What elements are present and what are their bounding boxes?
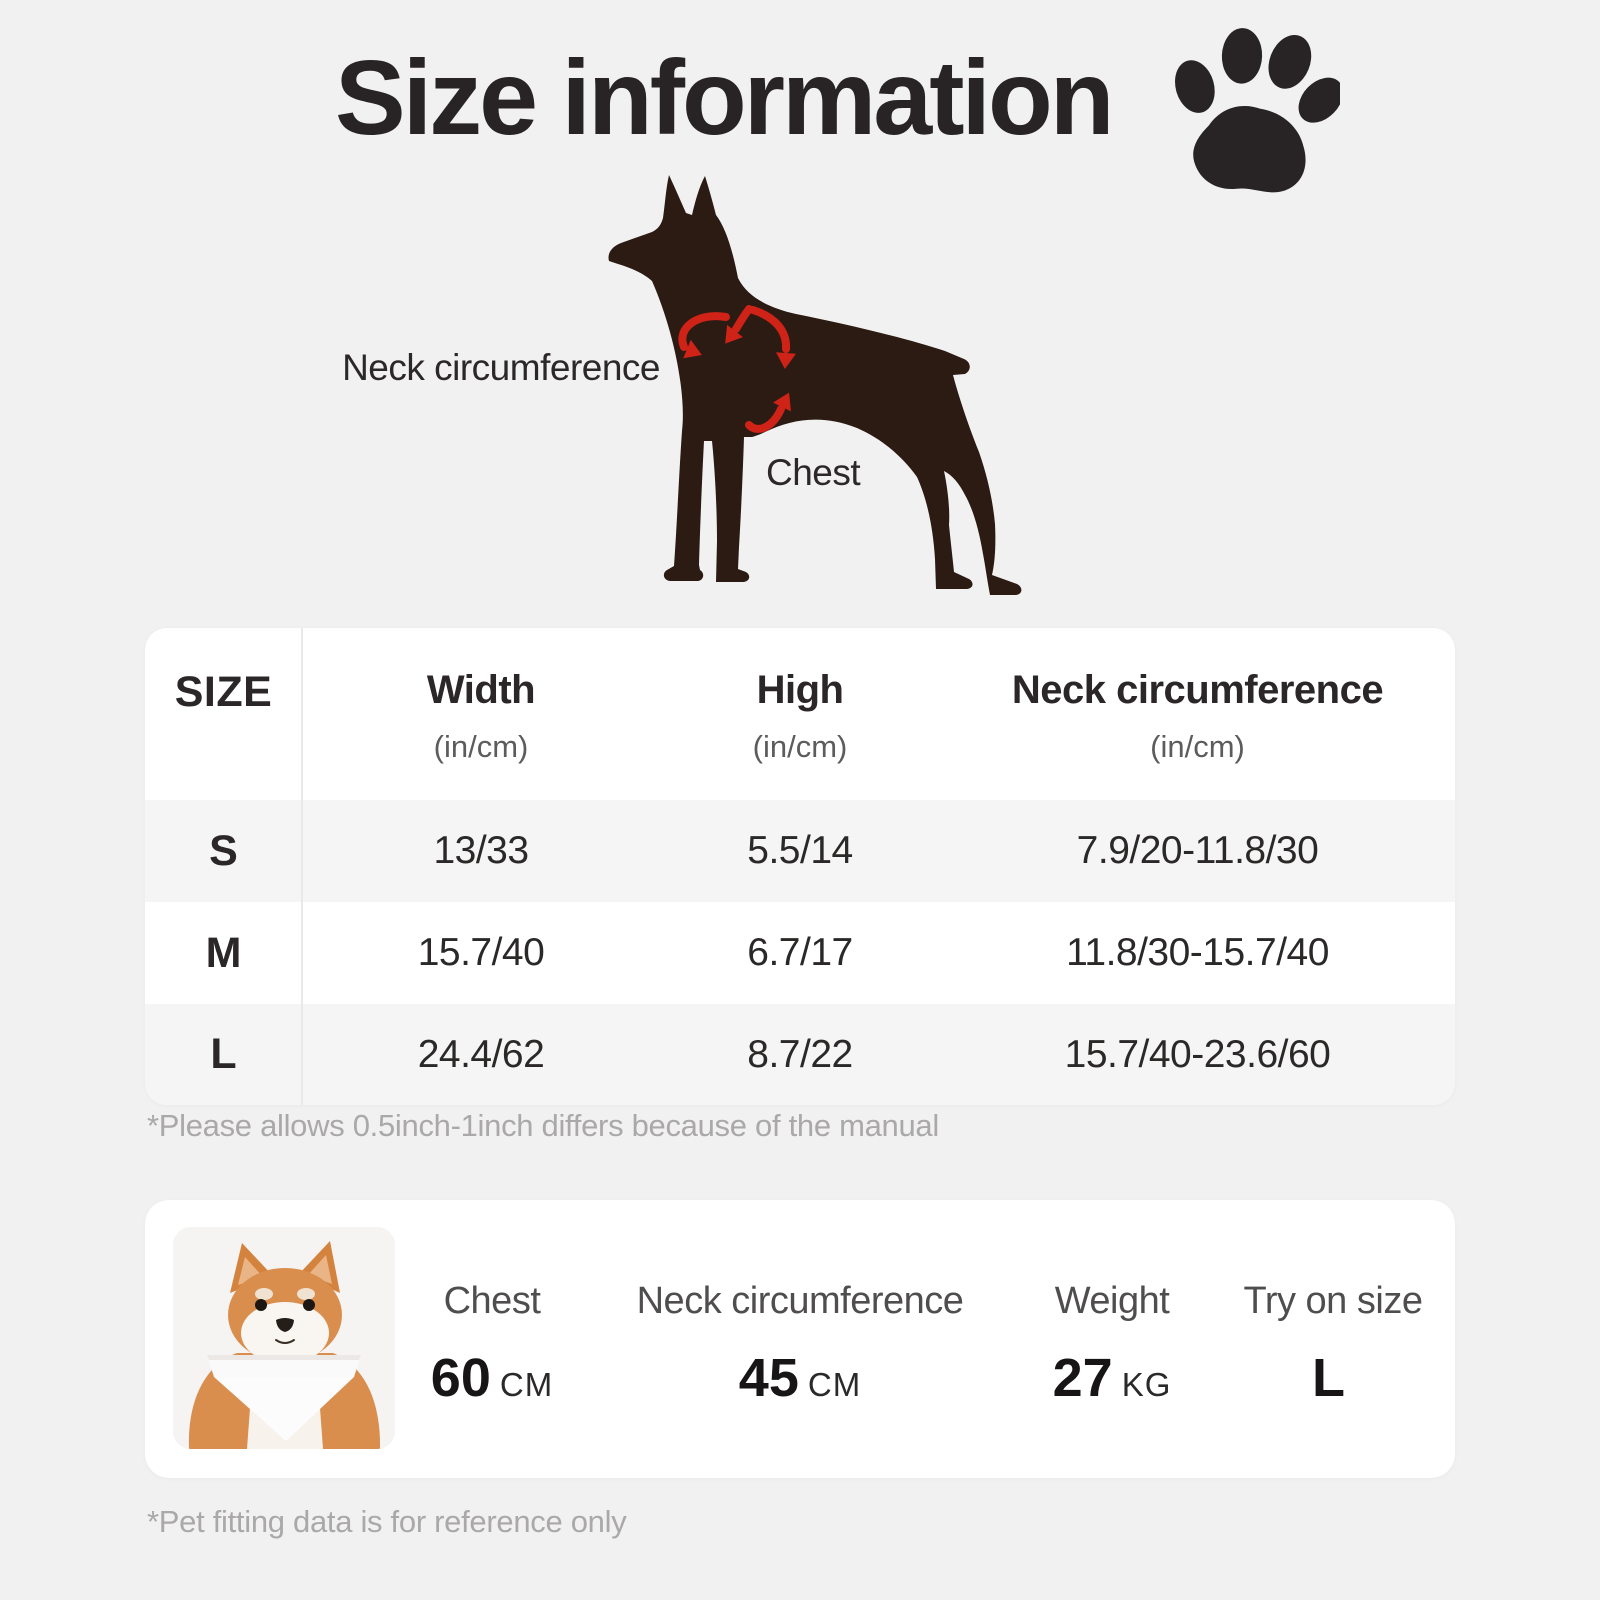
table-row-l: L 24.4/62 8.7/22 15.7/40-23.6/60: [145, 1004, 1455, 1105]
column-header-high: High (in/cm): [752, 668, 848, 764]
column-header-size: SIZE: [174, 668, 273, 716]
size-table: SIZE Width (in/cm) High (in/cm) Neck cir…: [145, 628, 1455, 1105]
fitting-card: Chest 60 CM Neck circumference 45 CM Weigh…: [145, 1200, 1455, 1478]
stat-chest: Chest 60 CM: [430, 1280, 554, 1408]
column-header-neck: Neck circumference (in/cm): [1011, 668, 1384, 764]
measure-arrowheads: [683, 324, 796, 412]
size-table-header: SIZE Width (in/cm) High (in/cm) Neck cir…: [145, 628, 1455, 800]
stat-try-on-size: Try on size L: [1243, 1280, 1423, 1408]
fitting-note: *Pet fitting data is for reference only: [147, 1504, 627, 1539]
measure-arrows: [678, 305, 791, 433]
stat-weight: Weight 27 KG: [1052, 1280, 1172, 1408]
chest-label: Chest: [766, 452, 861, 493]
pet-photo: [173, 1227, 395, 1449]
column-header-width: Width (in/cm): [426, 668, 536, 764]
table-row-s: S 13/33 5.5/14 7.9/20-11.8/30: [145, 800, 1455, 902]
neck-circumference-label: Neck circumference: [342, 347, 660, 388]
table-row-m: M 15.7/40 6.7/17 11.8/30-15.7/40: [205, 928, 1330, 977]
dog-silhouette: [608, 175, 1022, 595]
paw-icon: [1175, 28, 1340, 193]
table-note: *Please allows 0.5inch-1inch differs bec…: [147, 1108, 939, 1143]
shiba-dog-image: [173, 1227, 395, 1449]
page-title: Size information: [335, 39, 1115, 157]
dog-silhouette-diagram: [608, 175, 1022, 595]
table-column-divider: [301, 628, 303, 1105]
stat-neck-circumference: Neck circumference 45 CM: [636, 1280, 964, 1408]
